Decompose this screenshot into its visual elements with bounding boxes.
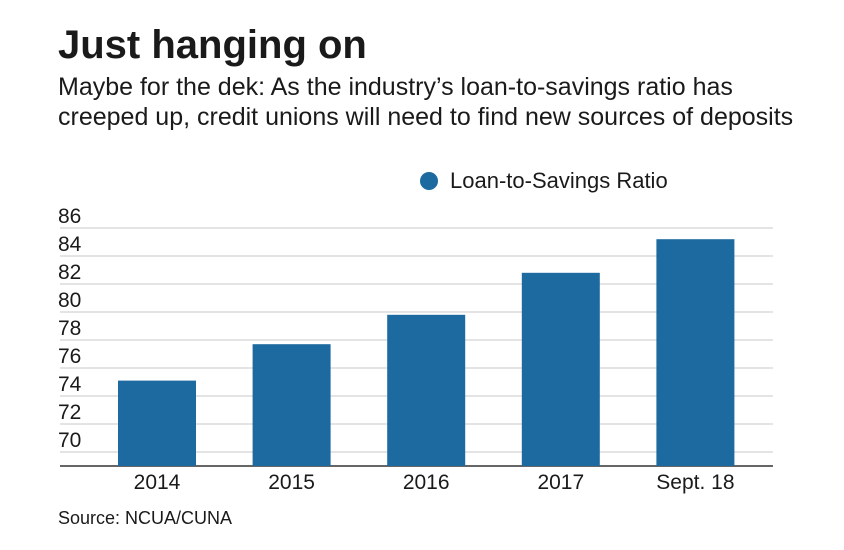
x-tick-label: 2015: [268, 471, 315, 494]
y-tick-label: 74: [58, 373, 82, 396]
chart-title: Just hanging on: [58, 23, 367, 67]
x-tick-label: 2014: [134, 471, 181, 494]
y-tick-label: 72: [58, 401, 81, 424]
y-tick-label: 82: [58, 261, 81, 284]
x-tick-label: 2016: [403, 471, 450, 494]
y-tick-label: 70: [58, 429, 81, 452]
legend: Loan-to-Savings Ratio: [420, 168, 668, 194]
legend-label: Loan-to-Savings Ratio: [450, 168, 668, 193]
bar: [118, 380, 196, 466]
y-tick-label: 76: [58, 345, 81, 368]
chart-subtitle: Maybe for the dek: As the industry’s loa…: [58, 73, 794, 131]
source-note: Source: NCUA/CUNA: [58, 508, 233, 528]
bar: [521, 272, 600, 466]
legend-swatch: [420, 172, 438, 190]
bar: [387, 314, 466, 466]
y-tick-label: 84: [58, 233, 82, 256]
y-tick-label: 78: [58, 317, 81, 340]
y-tick-label: 86: [58, 205, 81, 228]
x-tick-label: 2017: [537, 471, 584, 494]
bar: [252, 344, 331, 466]
bar: [656, 239, 735, 466]
x-tick-label: Sept. 18: [656, 471, 734, 494]
y-tick-label: 80: [58, 289, 81, 312]
